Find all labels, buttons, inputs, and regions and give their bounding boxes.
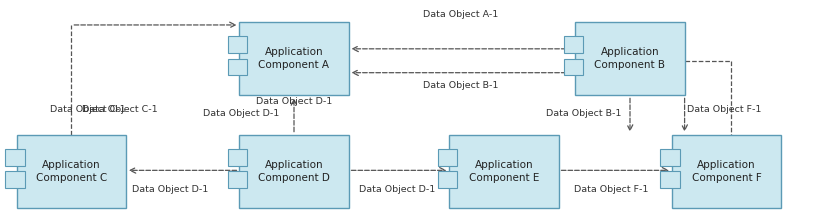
Text: Application
Component D: Application Component D xyxy=(258,160,330,183)
FancyBboxPatch shape xyxy=(660,171,680,188)
FancyBboxPatch shape xyxy=(239,135,349,208)
Text: Data Object F-1: Data Object F-1 xyxy=(687,105,761,114)
Text: Application
Component B: Application Component B xyxy=(595,47,665,70)
Text: Data Object C-1: Data Object C-1 xyxy=(50,105,126,114)
FancyBboxPatch shape xyxy=(5,149,24,166)
FancyBboxPatch shape xyxy=(564,36,583,53)
Text: Data Object D-1: Data Object D-1 xyxy=(203,109,279,118)
Text: Data Object A-1: Data Object A-1 xyxy=(423,10,498,19)
Text: Data Object F-1: Data Object F-1 xyxy=(575,185,648,194)
Text: Data Object B-1: Data Object B-1 xyxy=(546,109,622,118)
Text: Data Object D-1: Data Object D-1 xyxy=(132,185,207,194)
FancyBboxPatch shape xyxy=(438,149,457,166)
Text: Application
Component F: Application Component F xyxy=(691,160,762,183)
FancyBboxPatch shape xyxy=(449,135,559,208)
Text: Data Object D-1: Data Object D-1 xyxy=(360,185,435,194)
FancyBboxPatch shape xyxy=(228,59,247,75)
FancyBboxPatch shape xyxy=(564,59,583,75)
FancyBboxPatch shape xyxy=(672,135,781,208)
FancyBboxPatch shape xyxy=(575,22,685,95)
FancyBboxPatch shape xyxy=(660,149,680,166)
Text: Data Object B-1: Data Object B-1 xyxy=(423,81,498,90)
FancyBboxPatch shape xyxy=(239,22,349,95)
Text: Application
Component C: Application Component C xyxy=(36,160,107,183)
Text: Application
Component A: Application Component A xyxy=(259,47,329,70)
FancyBboxPatch shape xyxy=(228,171,247,188)
FancyBboxPatch shape xyxy=(228,149,247,166)
FancyBboxPatch shape xyxy=(5,171,24,188)
FancyBboxPatch shape xyxy=(438,171,457,188)
Text: Data Object C-1: Data Object C-1 xyxy=(82,105,158,114)
Text: Data Object D-1: Data Object D-1 xyxy=(256,97,332,106)
FancyBboxPatch shape xyxy=(17,135,126,208)
Text: Application
Component E: Application Component E xyxy=(469,160,539,183)
FancyBboxPatch shape xyxy=(228,36,247,53)
